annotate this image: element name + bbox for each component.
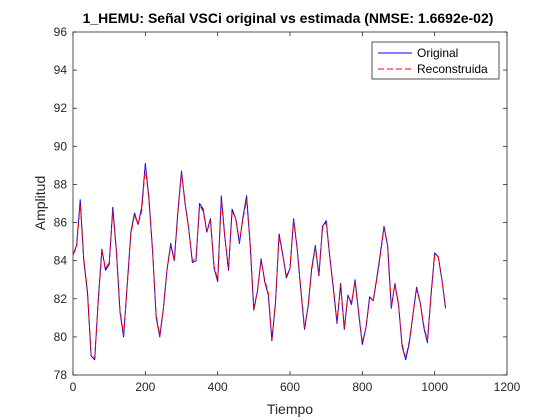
x-axis-label: Tiempo xyxy=(267,401,313,417)
x-tick-label: 200 xyxy=(135,380,155,394)
y-tick-label: 86 xyxy=(54,216,68,230)
x-tick-label: 0 xyxy=(70,380,77,394)
y-tick-label: 94 xyxy=(54,63,68,77)
y-tick-label: 92 xyxy=(54,101,68,115)
y-tick-label: 80 xyxy=(54,330,68,344)
y-tick-label: 82 xyxy=(54,292,68,306)
legend-box xyxy=(371,41,500,80)
x-tick-label: 400 xyxy=(208,380,228,394)
legend-label-reconstruida: Reconstruida xyxy=(417,62,488,76)
x-tick-label: 1000 xyxy=(421,380,448,394)
y-tick-label: 96 xyxy=(54,25,68,39)
legend: Original Reconstruida xyxy=(371,41,500,80)
axis-ticks: 0 200 400 600 800 1000 1200 78 80 82 84 86 88 90 92 94 9… xyxy=(54,25,521,394)
series-layer xyxy=(73,163,446,361)
x-tick-label: 800 xyxy=(352,380,372,394)
x-tick-label: 1200 xyxy=(494,380,521,394)
y-tick-label: 90 xyxy=(54,139,68,153)
chart-title: 1_HEMU: Señal VSCi original vs estimada … xyxy=(83,10,494,26)
plot-area xyxy=(72,31,508,376)
y-tick-label: 78 xyxy=(54,368,68,382)
y-axis-label: Amplitud xyxy=(32,176,48,230)
legend-label-original: Original xyxy=(417,46,458,60)
y-tick-label: 84 xyxy=(54,254,68,268)
x-tick-label: 600 xyxy=(280,380,300,394)
y-tick-label: 88 xyxy=(54,177,68,191)
